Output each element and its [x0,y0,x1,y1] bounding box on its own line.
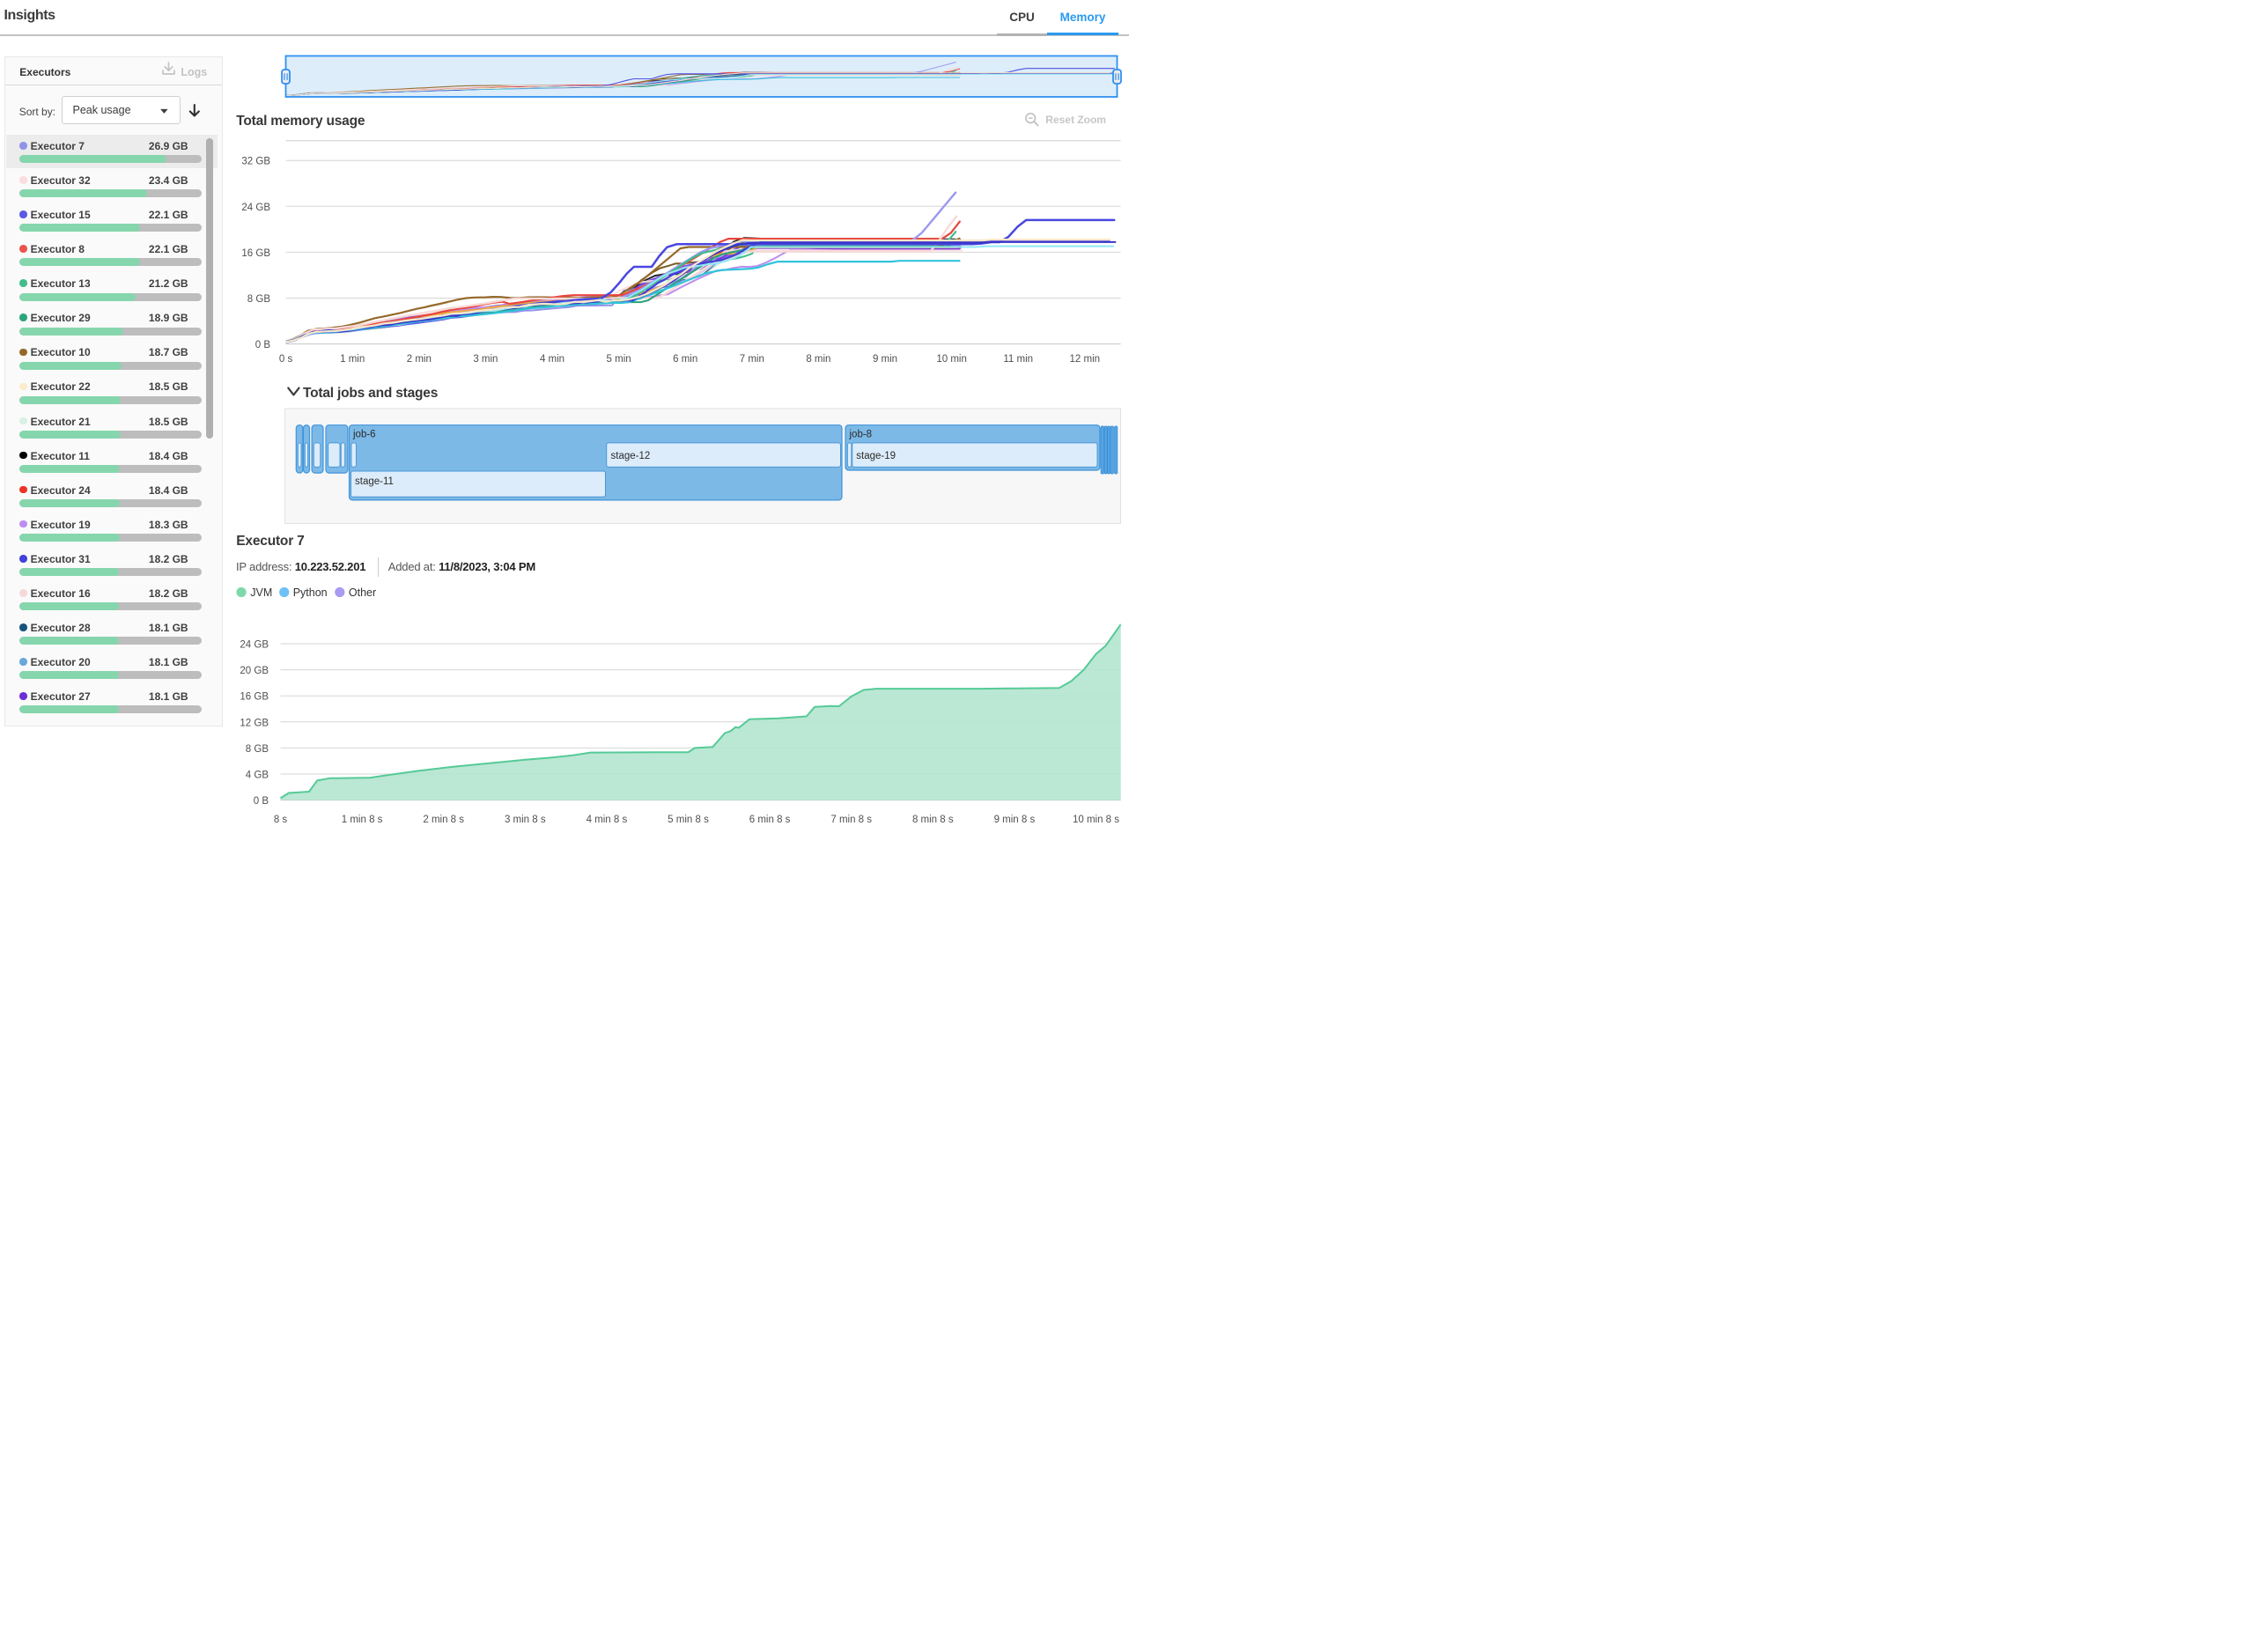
svg-text:3 min 8 s: 3 min 8 s [505,815,546,825]
svg-text:stage-12: stage-12 [611,451,651,461]
svg-text:1 min 8 s: 1 min 8 s [342,815,383,825]
svg-text:stage-11: stage-11 [355,476,394,487]
svg-text:8 GB: 8 GB [246,744,269,755]
svg-text:3 min: 3 min [473,354,498,365]
svg-text:10 min: 10 min [936,354,967,365]
svg-text:0 B: 0 B [254,796,269,807]
svg-text:6 min 8 s: 6 min 8 s [749,815,791,825]
svg-text:32 GB: 32 GB [241,157,270,167]
svg-text:7 min: 7 min [740,354,764,365]
svg-text:11 min: 11 min [1003,354,1033,365]
svg-text:24 GB: 24 GB [240,640,269,651]
svg-text:16 GB: 16 GB [241,248,270,259]
svg-text:8 min: 8 min [806,354,830,365]
svg-text:6 min: 6 min [673,354,697,365]
svg-text:2 min 8 s: 2 min 8 s [423,815,464,825]
svg-text:16 GB: 16 GB [240,692,269,703]
svg-text:0 B: 0 B [255,340,271,350]
svg-text:4 min: 4 min [540,354,564,365]
svg-text:10 min 8 s: 10 min 8 s [1073,815,1119,825]
svg-text:2 min: 2 min [407,354,432,365]
svg-text:8 GB: 8 GB [247,294,271,305]
svg-text:24 GB: 24 GB [241,203,270,213]
svg-text:7 min 8 s: 7 min 8 s [830,815,872,825]
svg-text:job-6: job-6 [352,430,376,440]
svg-text:8 min 8 s: 8 min 8 s [912,815,954,825]
svg-text:4 GB: 4 GB [246,771,269,781]
svg-text:20 GB: 20 GB [240,666,269,676]
svg-text:5 min: 5 min [607,354,631,365]
svg-text:12 min: 12 min [1070,354,1101,365]
svg-text:9 min: 9 min [873,354,897,365]
svg-text:9 min 8 s: 9 min 8 s [994,815,1036,825]
svg-text:stage-19: stage-19 [856,451,896,461]
svg-text:5 min 8 s: 5 min 8 s [668,815,709,825]
svg-text:12 GB: 12 GB [240,718,269,728]
svg-text:0 s: 0 s [279,354,293,365]
svg-text:8 s: 8 s [274,815,288,825]
svg-text:job-8: job-8 [849,430,873,440]
svg-text:1 min: 1 min [340,354,365,365]
svg-text:4 min 8 s: 4 min 8 s [587,815,628,825]
